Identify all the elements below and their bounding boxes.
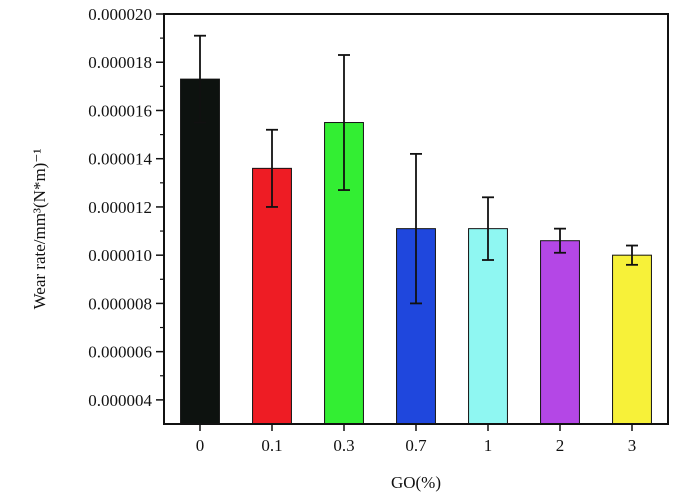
error-bar-1 [482,196,494,261]
y-tick-label: 0.000008 [88,294,152,313]
x-axis-ticks: 0 0.1 0.3 0.7 1 2 3 [196,424,637,455]
x-tick-label: 1 [484,436,493,455]
x-tick-label: 0.7 [405,436,427,455]
y-tick-label: 0.000004 [88,391,152,410]
x-tick-label: 3 [628,436,637,455]
error-bar-0.1 [266,128,278,208]
bar-2 [540,240,580,425]
bar-0 [180,78,220,425]
y-axis-ticks: 0.000004 0.000006 0.000008 0.000010 0.000012… [88,5,164,410]
y-tick-label: 0.000006 [88,343,152,362]
y-axis-title: Wear rate/mm³(N*m)⁻¹ [30,149,49,310]
error-bars-group [194,34,638,305]
y-tick-label: 0.000020 [88,5,152,24]
bar-0.1 [252,167,292,425]
x-tick-label: 0.3 [333,436,354,455]
x-tick-label: 0 [196,436,205,455]
error-bar-0.3 [338,54,350,191]
y-tick-label: 0.000016 [88,101,152,120]
y-tick-label: 0.000010 [88,246,152,265]
x-tick-label: 2 [556,436,565,455]
error-bar-3 [626,244,638,266]
y-tick-label: 0.000012 [88,198,152,217]
error-bar-0 [194,34,206,124]
y-tick-label: 0.000018 [88,53,152,72]
bar-3 [612,254,652,425]
x-axis-title: GO(%) [391,473,441,492]
x-tick-label: 0.1 [261,436,282,455]
y-tick-label: 0.000014 [88,150,152,169]
error-bar-0.7 [410,152,422,305]
error-bar-2 [554,227,566,254]
